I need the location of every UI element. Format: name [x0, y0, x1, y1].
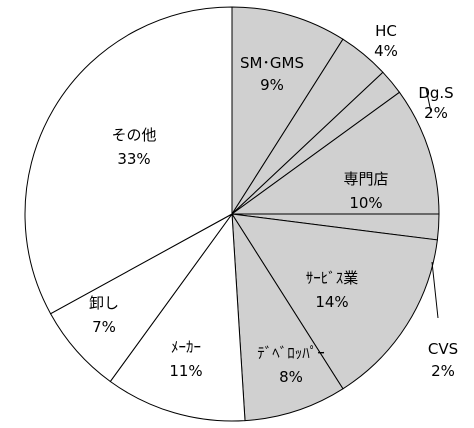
leader-line [425, 87, 432, 113]
slice-label: ｻｰﾋﾞｽ業 [306, 269, 359, 287]
slice-value-label: 7% [92, 318, 116, 336]
slice-label: CVS [428, 340, 458, 358]
slice-label: ﾃﾞﾍﾞﾛｯﾊﾟｰ [257, 344, 325, 362]
pie-slice [24, 6, 233, 315]
slice-value-label: 11% [169, 362, 202, 380]
slice-label: HC [375, 22, 397, 40]
slice-value-label: 33% [117, 150, 150, 168]
pie-slice [230, 91, 440, 215]
slice-label: その他 [111, 126, 156, 144]
slice-value-label: 8% [279, 368, 303, 386]
slice-label: SM･GMS [240, 54, 304, 72]
slice-value-label: 14% [315, 293, 348, 311]
leader-lines [425, 87, 439, 319]
slice-value-label: 10% [349, 194, 382, 212]
slice-labels: SM･GMS 9% HC 4% Dg.S 2% 専門店 10% CVS 2% ｻｰﾋﾞｽ業 14% ﾃﾞ… [89, 22, 458, 386]
slice-label: ﾒｰｶｰ [171, 338, 201, 356]
slice-label: 専門店 [343, 170, 388, 188]
slice-label: Dg.S [418, 84, 453, 102]
pie-slices [24, 6, 440, 422]
slice-label: 卸し [89, 294, 119, 312]
slice-value-label: 4% [374, 42, 398, 60]
pie-slice [231, 213, 438, 390]
slice-value-label: 2% [431, 362, 455, 380]
slice-value-label: 9% [260, 76, 284, 94]
pie-slice [231, 213, 344, 422]
slice-value-label: 2% [424, 104, 448, 122]
leader-line [431, 261, 439, 319]
pie-slice [231, 6, 344, 216]
pie-slice [109, 212, 246, 422]
